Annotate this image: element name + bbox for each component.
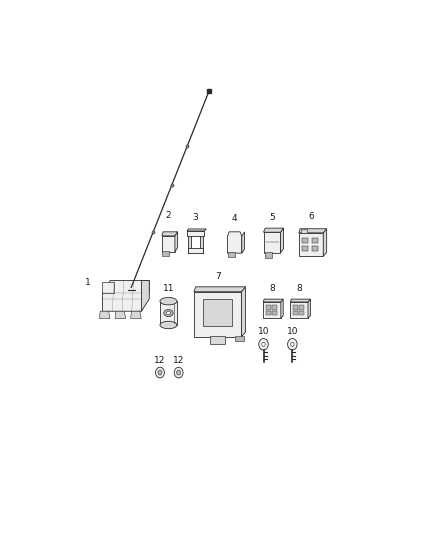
Bar	[266, 305, 271, 310]
Bar	[264, 232, 280, 253]
Bar	[188, 248, 203, 253]
Polygon shape	[227, 232, 242, 253]
Polygon shape	[323, 229, 327, 256]
Bar	[210, 336, 225, 344]
Text: 1: 1	[85, 278, 91, 287]
Bar	[302, 238, 307, 243]
Bar	[188, 232, 191, 253]
Polygon shape	[242, 232, 244, 253]
Polygon shape	[131, 311, 141, 319]
Bar	[102, 282, 114, 293]
Circle shape	[291, 342, 294, 346]
Bar	[302, 246, 307, 251]
Bar	[162, 251, 169, 256]
Bar	[272, 305, 277, 310]
Bar	[299, 233, 323, 256]
Circle shape	[259, 338, 268, 350]
Text: 12: 12	[154, 356, 166, 365]
Bar	[272, 311, 277, 315]
Polygon shape	[299, 229, 327, 233]
Text: 5: 5	[269, 213, 275, 222]
Bar	[227, 252, 235, 257]
Text: 11: 11	[162, 284, 174, 293]
Bar	[160, 301, 177, 325]
Circle shape	[288, 338, 297, 350]
Bar	[300, 229, 307, 233]
Polygon shape	[280, 228, 283, 253]
Bar	[300, 305, 304, 310]
Circle shape	[262, 342, 265, 346]
Polygon shape	[175, 232, 178, 252]
Ellipse shape	[166, 311, 170, 315]
Text: 12: 12	[173, 356, 184, 365]
Circle shape	[155, 367, 164, 378]
Text: 4: 4	[232, 214, 237, 223]
Bar	[312, 238, 318, 243]
Text: 8: 8	[296, 284, 302, 293]
Ellipse shape	[164, 310, 173, 317]
Circle shape	[158, 370, 162, 375]
Bar	[300, 311, 304, 315]
Text: 10: 10	[286, 327, 298, 336]
Polygon shape	[264, 228, 283, 232]
Text: 8: 8	[269, 284, 275, 293]
Bar	[293, 311, 298, 315]
Bar	[203, 298, 233, 326]
Bar	[266, 311, 271, 315]
Bar	[265, 252, 272, 257]
Bar	[263, 302, 281, 318]
Circle shape	[174, 367, 183, 378]
Text: 2: 2	[166, 211, 171, 220]
Text: 10: 10	[258, 327, 269, 336]
Polygon shape	[187, 229, 206, 231]
Polygon shape	[115, 311, 126, 319]
Text: 7: 7	[215, 272, 221, 281]
Polygon shape	[141, 280, 149, 311]
Circle shape	[177, 370, 181, 375]
Polygon shape	[162, 232, 178, 236]
Polygon shape	[308, 299, 311, 318]
Text: 3: 3	[193, 213, 198, 222]
Bar	[194, 292, 241, 337]
Bar	[162, 236, 175, 252]
Bar	[290, 302, 308, 318]
Bar	[293, 305, 298, 310]
Bar	[235, 336, 244, 341]
Polygon shape	[241, 287, 246, 337]
Bar	[187, 231, 204, 236]
Polygon shape	[290, 299, 311, 302]
Ellipse shape	[160, 297, 177, 305]
Bar	[312, 246, 318, 251]
Polygon shape	[281, 299, 283, 318]
Polygon shape	[102, 280, 149, 311]
Polygon shape	[194, 287, 246, 292]
Polygon shape	[263, 299, 283, 302]
Polygon shape	[99, 311, 110, 319]
Text: 6: 6	[308, 212, 314, 221]
Bar	[200, 232, 203, 253]
Ellipse shape	[160, 321, 177, 329]
